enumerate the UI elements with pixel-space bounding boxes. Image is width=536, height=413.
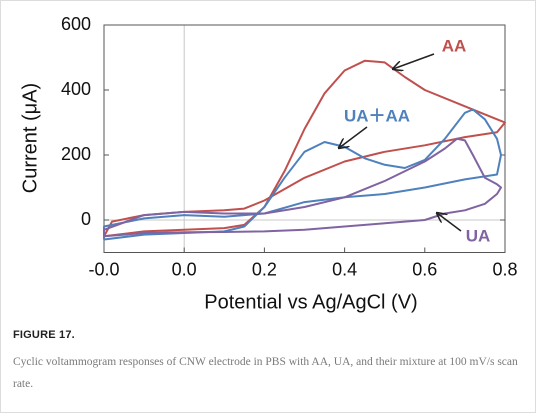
x-tick-label: 0.4 [332,259,357,279]
series-label: AA [442,36,467,55]
x-tick-label: 0.0 [172,259,197,279]
y-tick-label: 600 [61,14,91,34]
label-arrow [437,213,462,232]
x-tick-label: 0.2 [252,259,277,279]
x-tick-label: -0.0 [88,259,119,279]
plot-frame [103,24,506,253]
series-label: UA [466,226,491,245]
series-label: UA＋AA [344,106,410,125]
figure-label: FIGURE 17. [13,329,75,341]
figure-caption: Cyclic voltammogram responses of CNW ele… [13,356,518,390]
y-tick-label: 0 [81,209,91,229]
series-line [103,137,502,238]
label-arrow [393,53,435,69]
y-axis-title: Current (μA) [19,83,41,193]
y-tick-label: 200 [61,144,91,164]
chart: Potential vs Ag/AgCl (V) Current (μA) -0… [19,14,517,314]
x-tick-label: 0.6 [412,259,437,279]
y-tick-label: 400 [61,79,91,99]
x-axis-title: Potential vs Ag/AgCl (V) [204,291,417,313]
label-arrow [339,126,368,148]
x-tick-label: 0.8 [492,259,517,279]
